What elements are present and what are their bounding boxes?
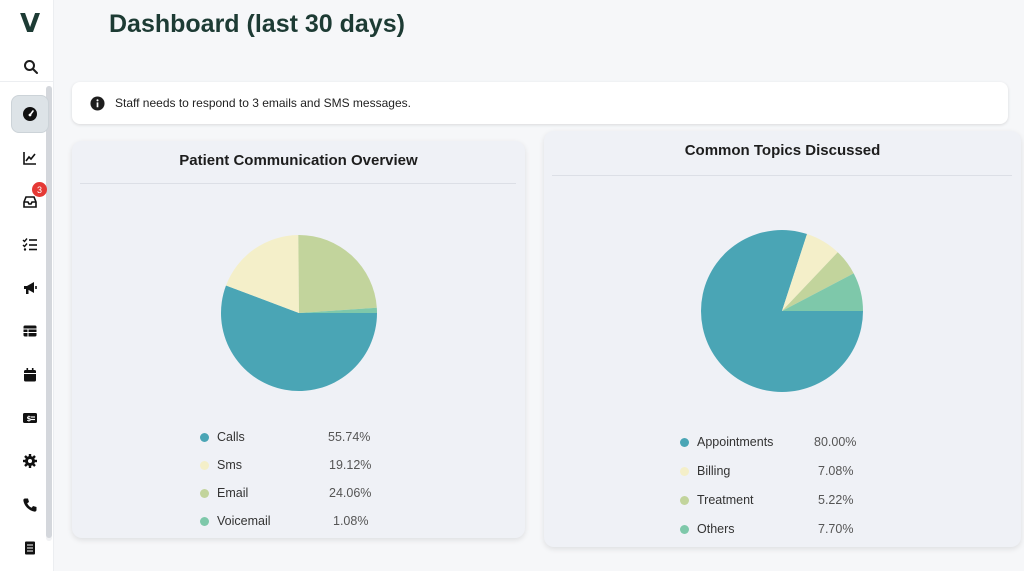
legend-value: 7.08% [818,464,854,478]
legend-value: 19.12% [329,458,372,472]
communication-overview-card: Patient Communication Overview Calls 55.… [72,141,525,538]
nav-dashboard[interactable] [11,95,49,133]
nav-campaigns[interactable] [11,269,49,307]
common-topics-card: Common Topics Discussed Appointments 80.… [544,131,1021,547]
legend-dot [680,495,689,505]
pie-slice-treatment [782,252,854,311]
inbox-icon [23,196,37,208]
legend-item: Appointments [680,435,773,449]
svg-text:$: $ [27,415,32,423]
pie-slice-email [298,235,377,313]
card-divider [552,175,1012,176]
settings-icon [23,454,37,468]
nav-inbox[interactable] [11,183,49,221]
pie-slice-voicemail [299,307,377,313]
legend-dot [200,488,209,498]
legend-label: Calls [217,430,245,444]
legend-value: 7.70% [818,522,854,536]
nav-settings[interactable] [11,442,49,480]
legend-item: Sms [200,458,242,472]
communication-pie-chart [220,235,377,391]
legend-item: Treatment [680,493,754,507]
analytics-icon [23,152,36,165]
legend-item: Calls [200,430,245,444]
legend-label: Others [697,522,735,536]
nav-calendar[interactable] [11,356,49,394]
legend-label: Email [217,486,249,500]
billing-icon: $ [23,413,37,423]
nav-phone[interactable] [11,486,49,524]
pie-slice-calls [220,285,377,391]
nav-billing[interactable]: $ [11,399,49,437]
legend-value: 5.22% [818,493,854,507]
legend-label: Appointments [697,435,774,449]
topics-pie-chart [701,230,863,392]
campaigns-icon [24,282,37,294]
notification-badge: 3 [32,182,47,197]
sidebar-scrollbar[interactable] [46,86,52,538]
card-title: Patient Communication Overview [179,152,418,169]
legend-item: Others [680,522,735,536]
info-icon [90,95,105,111]
page-title: Dashboard (last 30 days) [109,10,405,38]
tasks-icon [22,238,37,251]
dashboard-icon [23,107,37,121]
legend-item: Email [200,486,248,500]
table-icon [23,325,37,337]
nav-table[interactable] [11,312,49,350]
legend-dot [680,437,689,447]
search-icon[interactable] [21,57,41,77]
legend-label: Sms [217,458,242,472]
sidebar: V 3 $ [0,0,54,571]
legend-dot [680,524,689,534]
legend-value: 55.74% [328,430,371,444]
legend-item: Voicemail [200,514,271,528]
legend-label: Treatment [697,493,754,507]
documents-icon [25,541,35,555]
legend-value: 80.00% [814,435,857,449]
legend-value: 1.08% [333,514,369,528]
legend-dot [680,466,689,476]
card-title: Common Topics Discussed [684,142,881,159]
nav-tasks[interactable] [11,225,49,263]
legend-value: 24.06% [329,486,372,500]
legend-dot [200,460,209,470]
calendar-icon [24,368,36,382]
legend-item: Billing [680,464,730,478]
phone-icon [23,498,37,512]
pie-slice-others [782,273,863,311]
nav-analytics[interactable] [11,139,49,177]
nav-documents[interactable] [11,529,49,567]
legend-dot [200,432,209,442]
sidebar-divider [0,81,54,82]
alert-text: Staff needs to respond to 3 emails and S… [115,96,411,110]
card-divider [80,183,516,184]
legend-label: Voicemail [217,514,271,528]
pie-slice-billing [782,233,838,311]
legend-label: Billing [697,464,731,478]
legend-dot [200,516,209,526]
app-logo: V [20,9,41,39]
pie-slice-sms [226,235,299,313]
alert-banner: Staff needs to respond to 3 emails and S… [72,82,1008,124]
